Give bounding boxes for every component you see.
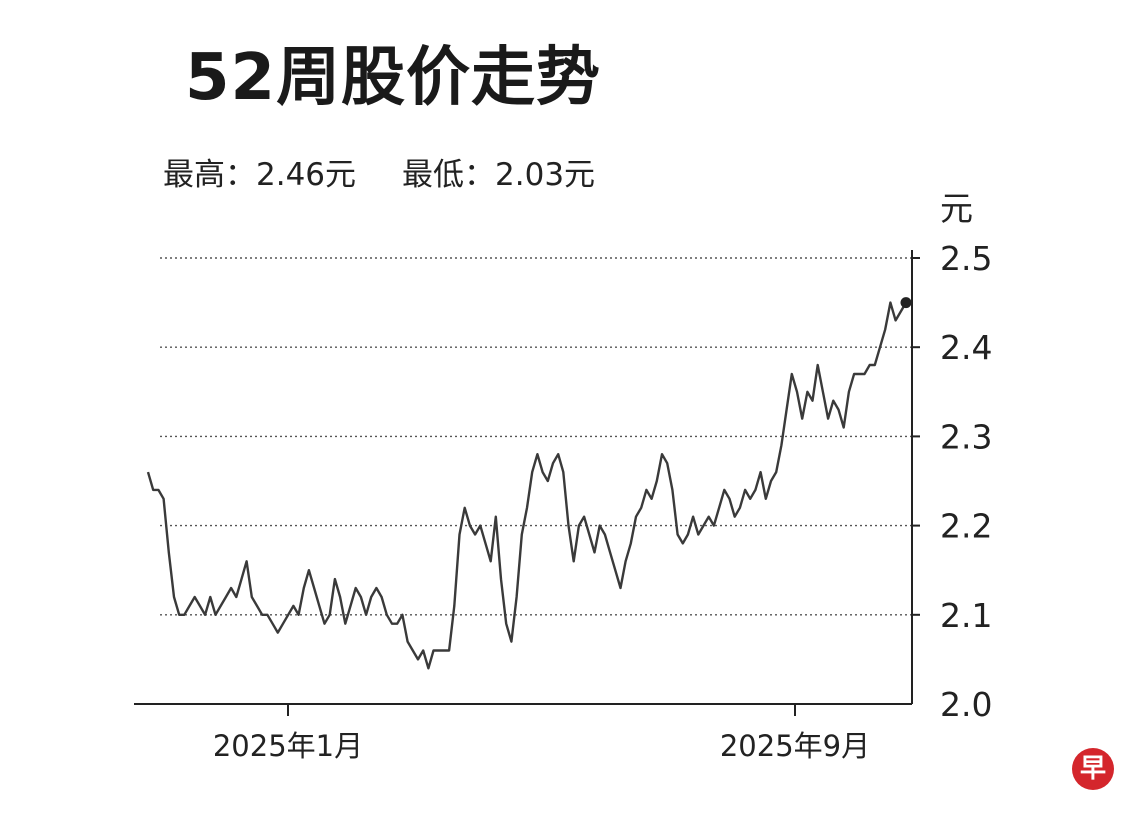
y-tick-label: 2.0 (940, 685, 992, 724)
y-tick-label: 2.4 (940, 328, 992, 367)
last-price-marker (900, 297, 912, 309)
axes: 元 (134, 189, 973, 705)
price-stats: 最高：2.46元 最低：2.03元 (163, 157, 595, 194)
x-tick-label: 2025年9月 (720, 729, 870, 763)
y-tick-label: 2.5 (940, 239, 992, 278)
y-ticks: 2.0 2.1 2.2 2.3 2.4 2.5 (912, 239, 992, 724)
low-value: 2.03元 (495, 157, 596, 193)
chart-title: 52周股价走势 (185, 41, 602, 115)
y-tick-label: 2.3 (940, 417, 992, 456)
price-series-line (146, 301, 908, 670)
y-tick-label: 2.2 (940, 507, 992, 546)
y-tick-label: 2.1 (940, 596, 992, 635)
x-ticks: 2025年1月 2025年9月 (213, 704, 870, 763)
y-axis-unit: 元 (940, 189, 973, 228)
high-label: 最高： (163, 157, 256, 193)
gridlines (160, 257, 912, 616)
x-tick-label: 2025年1月 (213, 729, 363, 763)
low-label: 最低： (402, 157, 496, 193)
zaobao-logo: 早 (1072, 748, 1114, 790)
high-value: 2.46元 (256, 157, 357, 193)
